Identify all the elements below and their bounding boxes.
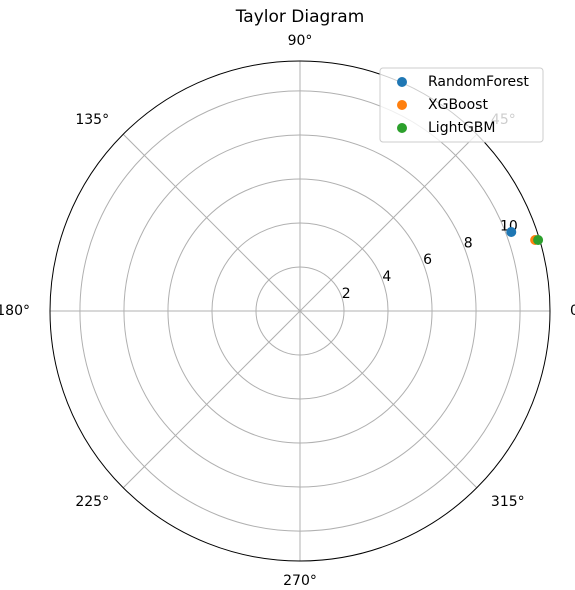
r-tick-label: 2 [342,286,351,302]
legend: RandomForest XGBoost LightGBM [379,67,544,143]
data-point [533,235,544,246]
legend-marker [397,77,407,87]
legend-marker [397,100,407,110]
data-point [506,227,517,238]
theta-tick-label: 315° [491,494,525,510]
legend-label: XGBoost [428,97,488,113]
theta-tick-label: 0° [570,303,575,319]
grid-spoke [122,310,301,489]
legend-label: LightGBM [428,120,495,136]
theta-tick-label: 270° [283,573,317,589]
theta-tick-label: 180° [0,303,30,319]
legend-marker [397,123,407,133]
polar-frame [49,60,551,562]
theta-tick-label: 90° [288,33,313,49]
chart-title: Taylor Diagram [235,7,365,27]
theta-tick-label: 225° [75,494,109,510]
r-tick-label: 8 [464,235,473,251]
grid-spoke [122,133,301,312]
theta-tick-label: 135° [75,112,109,128]
legend-label: RandomForest [428,74,529,90]
r-tick-label: 4 [382,269,391,285]
r-tick-label: 6 [423,252,432,268]
grid-spoke [299,310,478,489]
grid-spoke [299,133,478,312]
legend-box [379,67,544,143]
